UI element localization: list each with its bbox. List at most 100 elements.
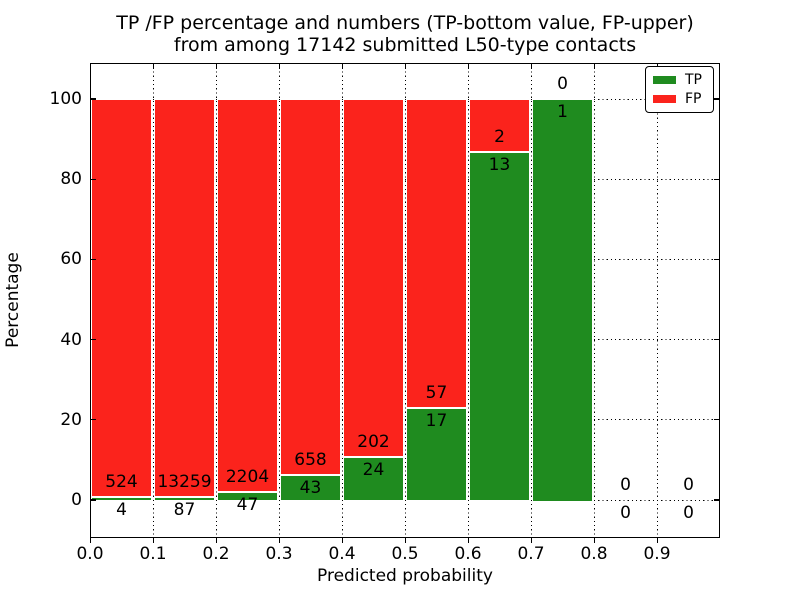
fp-bar-segment [343,99,404,458]
horizontal-gridline [90,499,720,501]
vertical-gridline [405,63,406,538]
y-tick-label: 20 [60,409,82,430]
horizontal-gridline [90,98,720,100]
fp-bar-segment [154,99,215,498]
x-tick-bottom [342,538,344,543]
x-tick-bottom [531,538,533,543]
horizontal-gridline [90,339,720,341]
vertical-gridline [342,63,343,538]
tp-count-label: 0 [683,503,694,523]
vertical-gridline [657,63,658,538]
x-tick-label: 0.3 [265,544,293,564]
tp-bar-segment [91,496,152,502]
legend: TP FP [645,66,714,113]
x-tick-bottom [657,538,659,543]
fp-bar-segment [280,99,341,476]
x-tick-top [531,63,533,69]
vertical-gridline [216,63,217,538]
tp-count-label: 13 [488,155,511,176]
x-tick-top [216,63,218,69]
tp-bar-segment [154,497,215,502]
horizontal-gridline [90,419,720,421]
x-tick-bottom [594,538,596,543]
y-tick-left [90,419,96,421]
y-tick-right [714,98,720,100]
fp-bar-segment [91,99,152,497]
tp-count-label: 47 [236,494,259,515]
x-tick-bottom [90,538,92,543]
fp-count-label: 2204 [225,466,270,487]
legend-row-fp: FP [653,91,706,107]
x-tick-label: 0.4 [328,544,356,564]
y-tick-label: 80 [60,169,82,190]
fp-count-label: 202 [357,432,390,453]
fp-count-label: 524 [105,471,138,492]
vertical-gridline [468,63,469,538]
tp-bar-segment [343,457,404,502]
tp-count-label: 87 [173,500,196,521]
x-tick-top [342,63,344,69]
tp-count-label: 0 [620,503,631,523]
x-tick-bottom [468,538,470,543]
tp-count-label: 4 [116,499,127,520]
x-tick-label: 0.7 [517,544,545,564]
vertical-gridline [531,63,532,538]
fp-count-label: 0 [683,475,694,495]
legend-row-tp: TP [653,72,706,88]
y-tick-label: 100 [49,89,82,109]
tp-count-label: 43 [299,478,322,499]
x-tick-bottom [279,538,281,543]
x-tick-bottom [153,538,155,543]
x-tick-label: 0.6 [454,544,482,564]
tp-color-swatch [653,76,676,84]
tp-bar-segment [469,152,530,502]
fp-count-label: 0 [557,74,568,94]
fp-bar-segment [469,99,530,153]
fp-count-label: 0 [620,475,631,495]
y-tick-left [90,499,96,501]
x-tick-label: 0.2 [202,544,230,564]
y-tick-left [90,338,96,341]
x-tick-label: 0.1 [139,544,167,564]
y-tick-label: 0 [71,490,82,510]
tp-count-label: 17 [425,410,448,431]
y-tick-label: 60 [60,249,82,270]
x-tick-top [405,63,407,69]
tp-bar-segment [406,407,467,502]
plot-area: 524 4 13259 87 2204 47 658 43 202 24 57 17 2 13 0 1 0 0 0 0 [90,63,720,543]
legend-label-tp: TP [685,72,702,88]
tp-bar-segment [532,99,593,502]
x-tick-label: 0.8 [580,544,608,564]
x-tick-top [90,63,92,69]
y-tick-right [714,499,720,501]
tp-bar-segment [217,491,278,502]
x-tick-top [279,63,281,69]
y-tick-left [90,98,96,100]
x-tick-top [468,63,470,69]
y-axis-label: Percentage [3,252,23,348]
y-tick-left [90,178,96,180]
fp-count-label: 57 [425,382,448,403]
fp-count-label: 658 [294,450,327,471]
x-tick-label: 0.0 [76,544,104,564]
x-tick-bottom [216,538,218,543]
y-tick-right [714,178,720,180]
horizontal-gridline [90,178,720,180]
x-tick-label: 0.5 [391,544,419,564]
x-tick-top [153,63,155,69]
fp-bar-segment [406,99,467,408]
fp-bar-segment [217,99,278,492]
fp-count-label: 13259 [157,472,212,493]
x-tick-label: 0.9 [643,544,671,564]
chart-title-line1: TP /FP percentage and numbers (TP-bottom… [116,12,694,34]
horizontal-gridline [90,258,720,260]
vertical-gridline [594,63,595,538]
fp-color-swatch [653,95,676,103]
y-tick-label: 40 [60,329,82,350]
fp-count-label: 2 [494,127,505,148]
tp-bar-segment [280,475,341,502]
tp-count-label: 1 [557,102,568,122]
legend-label-fp: FP [685,91,702,107]
vertical-gridline [153,63,154,538]
